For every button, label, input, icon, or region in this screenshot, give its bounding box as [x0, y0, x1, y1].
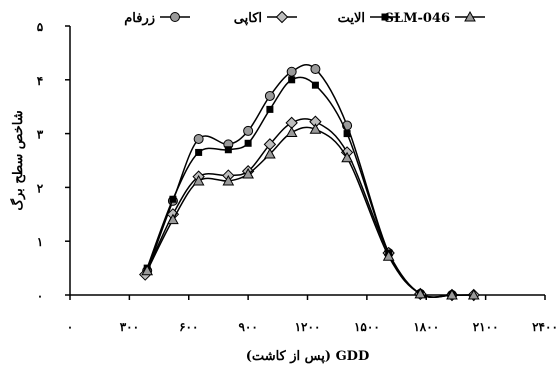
data-point — [266, 105, 274, 113]
legend-item: اکاپی — [234, 10, 297, 26]
series-3 — [143, 76, 456, 299]
data-point — [195, 148, 203, 156]
data-point — [464, 10, 476, 22]
legend-item: زرفام — [124, 11, 190, 26]
legend-item: الایت — [338, 11, 400, 26]
x-tick-label: ۹۰۰ — [238, 320, 257, 334]
data-point — [170, 12, 180, 22]
y-tick-label: ۱ — [37, 235, 43, 249]
data-point — [192, 174, 205, 186]
series-1 — [142, 64, 457, 300]
series-2 — [139, 115, 480, 302]
series-4 — [141, 123, 480, 300]
data-point — [288, 76, 296, 84]
y-tick-label: ۳ — [37, 128, 44, 142]
data-point — [311, 81, 319, 89]
data-point — [286, 66, 297, 77]
data-point — [224, 146, 232, 154]
data-point — [242, 167, 254, 179]
data-point — [309, 123, 322, 134]
data-point — [222, 174, 235, 186]
data-point — [193, 133, 204, 144]
axes — [65, 25, 546, 300]
x-tick-label: ۱۵۰۰ — [354, 320, 380, 334]
x-tick-label: ۱۸۰۰ — [413, 320, 439, 334]
data-point — [382, 250, 395, 261]
legend-label: زرفام — [124, 11, 155, 26]
y-tick-label: ۴ — [37, 74, 43, 88]
y-tick-label: ۵ — [37, 20, 44, 34]
data-point — [275, 10, 289, 24]
x-tick-label: ۲۱۰۰ — [473, 320, 499, 334]
series-group — [139, 64, 480, 302]
data-point — [467, 288, 480, 300]
x-tick-label: ۰ — [67, 320, 73, 334]
data-point — [341, 151, 353, 163]
legend-item: SLM-046 — [385, 10, 485, 26]
legend: زرفام اکاپی الایت SLM-046 — [124, 10, 485, 26]
y-tick-label: ۰ — [37, 289, 43, 303]
data-point — [264, 90, 275, 101]
data-point — [243, 125, 254, 136]
data-point — [446, 288, 458, 300]
data-point — [264, 148, 276, 159]
legend-label: الایت — [338, 11, 365, 26]
data-point — [167, 213, 179, 225]
x-axis-title: GDD (پس از کاشت) — [246, 349, 369, 364]
tick-labels: ۰ ۱ ۲ ۳ ۴ ۵ ۰ ۳۰۰ ۶۰۰ ۹۰۰ ۱۲۰۰ ۱۵۰۰ ۱۸۰۰ ۲۱۰۰ ۲۴۰۰ — [37, 20, 558, 334]
x-tick-label: ۶۰۰ — [179, 320, 198, 334]
legend-label: SLM-046 — [385, 11, 450, 26]
data-point — [414, 287, 427, 299]
data-point — [244, 139, 252, 147]
y-axis-title: شاخص سطح برگ — [9, 110, 26, 210]
y-tick-label: ۲ — [37, 181, 44, 195]
x-tick-label: ۳۰۰ — [120, 320, 139, 334]
data-point — [381, 13, 389, 21]
x-tick-label: ۲۴۰۰ — [532, 320, 558, 334]
data-point — [169, 195, 177, 203]
x-tick-label: ۱۲۰۰ — [295, 320, 321, 334]
data-point — [285, 126, 298, 138]
data-point — [310, 64, 321, 75]
data-point — [141, 264, 154, 276]
data-point — [343, 130, 351, 138]
legend-label: اکاپی — [234, 11, 262, 26]
